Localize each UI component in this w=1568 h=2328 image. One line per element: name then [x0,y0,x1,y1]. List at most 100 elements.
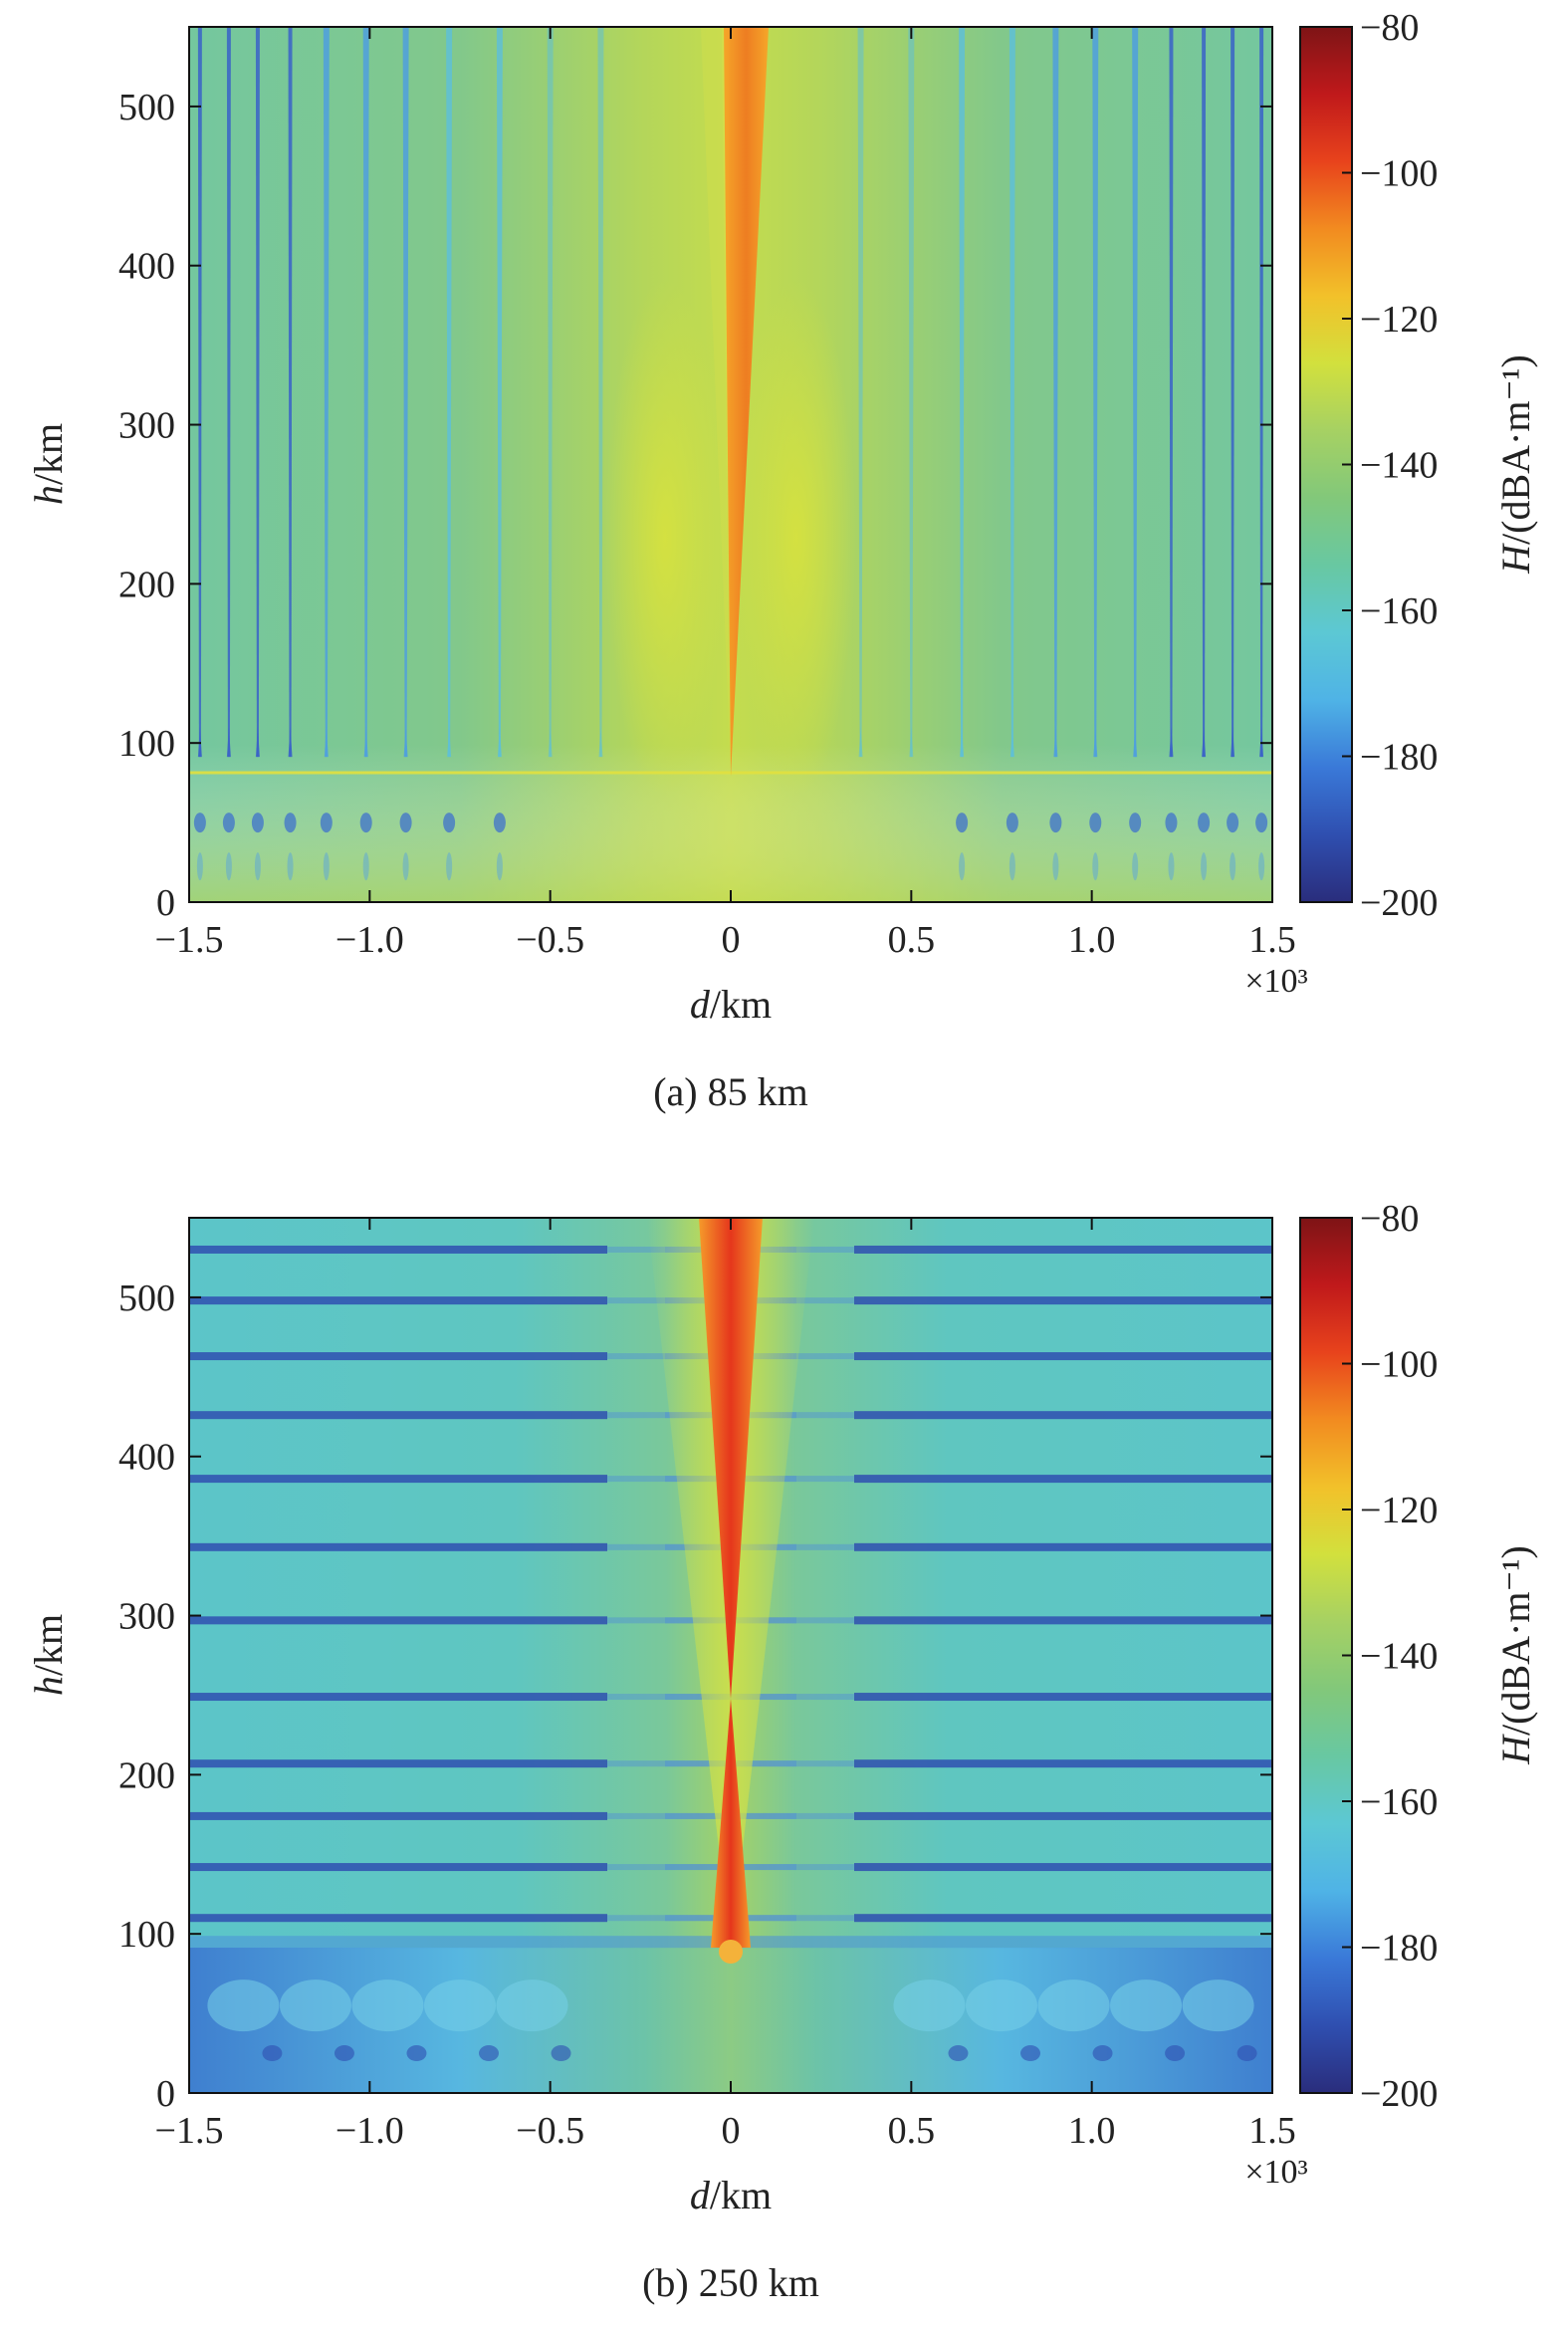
fringe-tip [1133,727,1138,758]
fringe-tip [548,727,553,758]
lower-dot [284,813,297,833]
fringe-line [597,27,604,758]
colorbar-a-label: H/(dBA·m⁻¹) [1493,354,1538,575]
colorbar-tick-label: −140 [1360,1636,1438,1678]
lower-dot [1255,813,1268,833]
fringe-tip [1202,727,1207,758]
fringe-line [362,27,369,758]
x-axis-label-b: d/km [690,2173,772,2217]
fringe-line [1132,27,1139,758]
lower-blob [966,1979,1037,2032]
lower-dot [443,813,456,833]
band-right [854,1352,1272,1361]
fringe-tip [324,727,329,758]
y-tick-label: 0 [156,2073,175,2115]
band-left [189,1245,607,1254]
fringe-line [496,27,503,758]
fringe-line [1092,27,1099,758]
lower-dot [320,813,333,833]
caption-a: (a) 85 km [653,1069,808,1114]
x-axis-label-a: d/km [690,982,772,1027]
fringe-line [1008,27,1015,758]
colorbar-tick-label: −180 [1360,1928,1438,1970]
lower-streak [1052,852,1059,881]
lower-dot [1227,813,1239,833]
fringe-line [402,27,409,758]
lower-streak [323,852,330,881]
fringe-line [1259,27,1264,758]
band-right [854,1542,1272,1551]
lower-node [262,2045,283,2062]
plot-b-axes: −1.5 −1.0 −0.5 0 0.5 1.0 1.5 0 100 200 300 400 500 [118,1218,1296,2152]
y-tick-label: 100 [118,723,175,765]
fringe-tip [197,727,202,758]
x-multiplier-a: ×10³ [1244,963,1307,1000]
x-tick-label: 0.5 [888,2110,936,2152]
heatmap-b [189,1218,1272,2093]
y-tick-label: 100 [118,1914,175,1956]
lower-streak [1168,852,1175,881]
colorbar-a-ticks: −80 −100 −120 −140 −160 −180 −200 [1342,7,1438,924]
x-tick-label: −0.5 [516,919,584,961]
lower-streak [1008,852,1015,881]
x-tick-label: −1.5 [155,919,224,961]
caption-b: (b) 250 km [642,2260,819,2305]
fringe-tip [909,727,914,758]
lower-streak [1132,852,1139,881]
band-left-fade [607,1864,796,1871]
y-tick-label: 300 [118,1596,175,1638]
x-tick-label: −1.0 [336,2110,404,2152]
fringe-tip [255,727,260,758]
lower-streak [1092,852,1099,881]
lower-dot [956,813,969,833]
heatmap-a-beam [724,27,769,777]
x-tick-label: 0 [722,2110,741,2152]
fringe-line [1231,27,1235,758]
colorbar-tick-label: −80 [1360,7,1419,49]
fringe-line [446,27,453,758]
band-left [189,1475,607,1484]
fringe-tip [858,727,863,758]
x-tick-label: 0 [722,919,741,961]
colorbar-tick-label: −160 [1360,590,1438,632]
x-tick-label: −1.5 [155,2110,224,2152]
x-tick-label: −1.0 [336,919,404,961]
fringe-tip [497,727,502,758]
colorbar-tick-label: −100 [1360,1344,1438,1386]
colorbar-tick-label: −200 [1360,2073,1438,2115]
band-left [189,1811,607,1820]
fringe-tip [447,727,452,758]
lower-dot [493,813,506,833]
lower-streak [1258,852,1265,881]
x-tick-label: 0.5 [888,919,936,961]
y-tick-label: 300 [118,405,175,447]
lower-dot [1129,813,1142,833]
fringe-line [226,27,231,758]
lower-dot [1165,813,1178,833]
band-left [189,1616,607,1625]
fringe-tip [1259,727,1264,758]
lower-streak [254,852,261,881]
fringe-tip [288,727,293,758]
x-tick-label: 1.5 [1248,919,1296,961]
lower-dot [1049,813,1062,833]
heatmap-b-source-point [719,1940,743,1964]
band-right [854,1693,1272,1702]
band-right-fade [665,1915,854,1922]
band-right [854,1296,1272,1305]
band-left [189,1759,607,1768]
band-left [189,1914,607,1923]
lower-blob [1182,1979,1254,2032]
panel-b: −1.5 −1.0 −0.5 0 0.5 1.0 1.5 0 100 200 300 400 500 −… [26,1198,1538,2305]
lower-dot [1198,813,1211,833]
panel-a: −1.5 −1.0 −0.5 0 0.5 1.0 1.5 0 100 200 300 400 500 −… [26,7,1538,1114]
x-tick-label: 1.0 [1068,919,1116,961]
heatmap-a-lower-pattern [193,813,1268,881]
lower-streak [225,852,232,881]
lower-streak [1201,852,1208,881]
band-left [189,1542,607,1551]
band-left-fade [607,1812,796,1819]
lower-streak [959,852,966,881]
colorbar-tick-label: −120 [1360,299,1438,341]
y-tick-label: 500 [118,87,175,128]
